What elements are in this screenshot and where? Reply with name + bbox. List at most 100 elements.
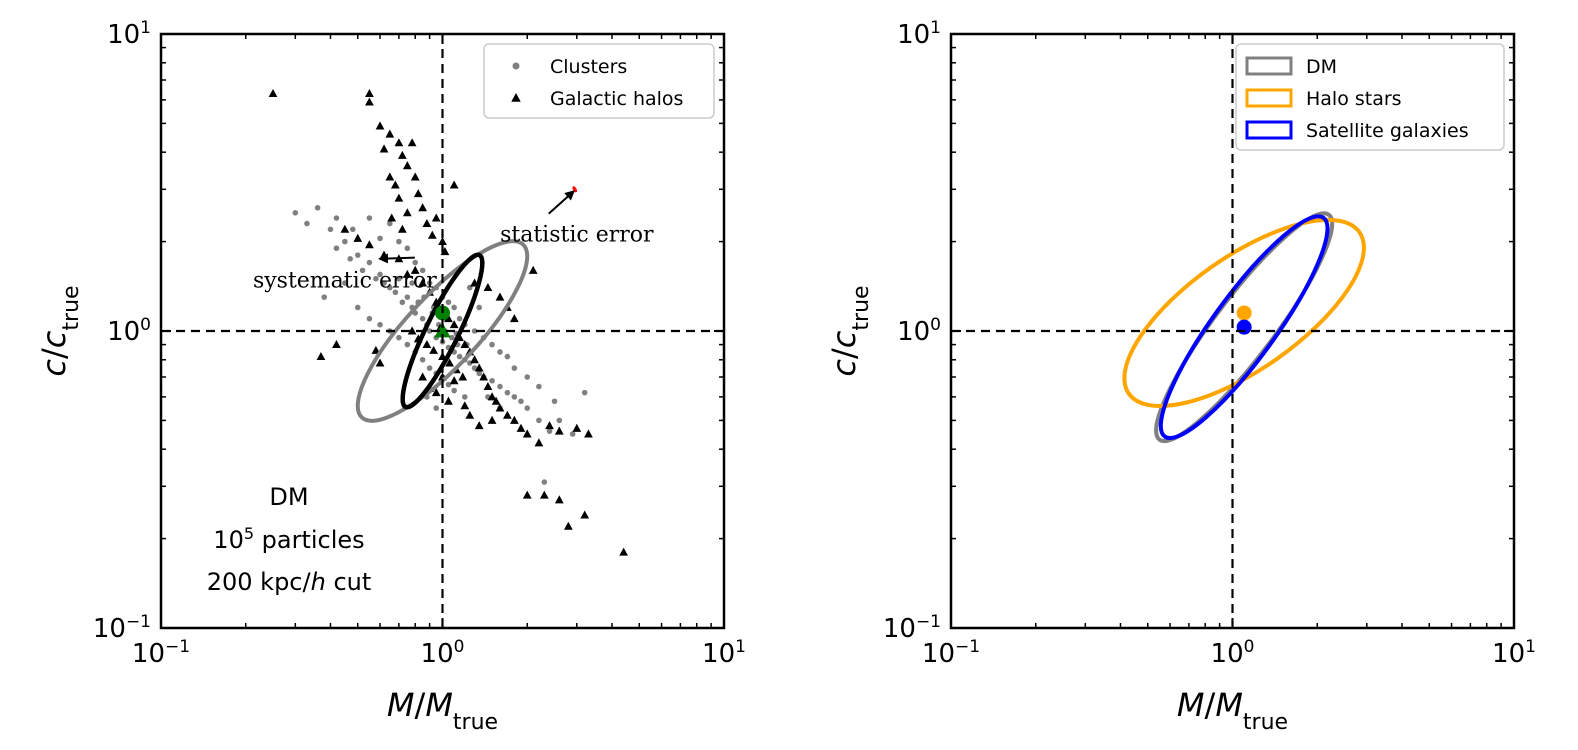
galactic-halo-point (509, 314, 519, 323)
x-label-numerator: M (387, 686, 415, 724)
left-plot-frame (159, 32, 726, 630)
galactic-halo-point (554, 426, 564, 435)
galactic-halo-point (340, 224, 350, 233)
right-legend-label-0: DM (1306, 56, 1337, 78)
galactic-halo-point (353, 233, 363, 242)
left-y-tick-label-base: 10 (107, 20, 140, 50)
galactic-halo-point (516, 423, 526, 432)
left-y-tick-label: 101 (107, 18, 151, 50)
systematic-error-arrow (378, 253, 415, 264)
cluster-point (445, 299, 452, 306)
right-y-tick-label-exp: −1 (916, 612, 941, 632)
cluster-point (536, 383, 542, 390)
y-label-numerator: c (825, 359, 863, 377)
note-particles-text: particles (254, 526, 365, 554)
galactic-halo-point (619, 547, 629, 556)
cluster-point (504, 389, 511, 396)
right-legend: DM Halo stars Satellite galaxies (1235, 43, 1505, 151)
galactic-halo-point (522, 429, 532, 438)
galactic-halo-point (495, 403, 505, 412)
galactic-halo-point (584, 429, 593, 438)
statistic-error-ellipse (572, 186, 578, 193)
cluster-point (349, 226, 356, 233)
galactic-halo-point (375, 121, 385, 130)
galactic-halo-point (332, 339, 341, 349)
galactic-halo-point (474, 421, 484, 430)
satellite-galaxies-mean-marker (1236, 319, 1252, 335)
cluster-point (419, 356, 426, 363)
cluster-point (392, 289, 399, 296)
halo-stars-ellipse (1122, 217, 1366, 409)
right-y-tick-label: 10−1 (883, 612, 941, 644)
galactic-halo-point (572, 423, 582, 432)
cluster-point (396, 334, 402, 341)
y-label-numerator: c (35, 359, 73, 377)
galactic-halo-point (449, 180, 459, 189)
mean-triangle-marker (434, 322, 451, 338)
left-x-tick-label: 10−1 (132, 637, 190, 669)
cluster-point (347, 256, 353, 262)
galactic-halo-point (413, 189, 423, 198)
cluster-point (404, 245, 411, 252)
cluster-point (489, 341, 495, 348)
galactic-halo-point (410, 172, 420, 181)
galactic-halo-point (460, 339, 470, 349)
cluster-point (461, 394, 468, 400)
galactic-halo-point (429, 345, 438, 354)
cluster-point (489, 377, 495, 384)
galactic-halo-point (397, 150, 407, 159)
galactic-halo-point (379, 144, 389, 153)
galactic-halo-point (418, 203, 428, 212)
cluster-point (504, 353, 511, 360)
galactic-halo-point (365, 240, 374, 249)
cluster-point (373, 275, 379, 282)
right-x-tick-label: 101 (1492, 637, 1536, 669)
galactic-halo-point (470, 355, 479, 364)
galactic-halo-point (397, 224, 407, 233)
galactic-halo-point (438, 236, 447, 246)
y-label-denominator: c (35, 330, 73, 348)
left-plot-area (268, 88, 629, 556)
x-label-denominator: M (425, 686, 453, 724)
cluster-point (445, 381, 452, 388)
cluster-point (426, 365, 433, 371)
galactic-halo-point (365, 97, 374, 106)
right-y-tick-label-base: 10 (897, 20, 930, 50)
cluster-point (404, 294, 411, 300)
note-line-cut: 200 kpc/h cut (207, 568, 372, 596)
cluster-point (497, 349, 503, 355)
galactic-halo-point (427, 230, 437, 239)
note-line-dm: DM (269, 483, 308, 511)
galactic-halo-point (385, 172, 395, 181)
galactic-halo-point (422, 339, 432, 349)
right-x-tick-label: 10−1 (922, 637, 980, 669)
left-x-tick-label-base: 10 (702, 639, 735, 669)
cluster-point (426, 280, 433, 286)
galactic-halo-point (539, 490, 549, 499)
left-x-tick-label-exp: −1 (165, 637, 190, 657)
right-y-tick-label-base: 10 (883, 614, 916, 644)
cluster-point (366, 259, 373, 266)
left-y-tick-label: 10−1 (93, 612, 151, 644)
y-label-subscript: true (59, 285, 84, 330)
cluster-point (399, 299, 406, 306)
cluster-point (396, 275, 402, 282)
left-x-tick-label-exp: 0 (454, 637, 465, 657)
left-x-tick-label: 101 (702, 637, 746, 669)
cluster-point (581, 389, 588, 396)
cluster-point (387, 284, 393, 291)
right-x-tick-label-base: 10 (1492, 639, 1525, 669)
galactic-halo-point (444, 396, 453, 405)
galactic-halo-point (394, 193, 404, 202)
cluster-point (451, 387, 457, 394)
statistic-error-label: statistic error (500, 223, 654, 248)
statistic-error-arrow (548, 190, 575, 215)
cluster-point (524, 374, 531, 380)
halo-stars-mean-marker (1236, 305, 1252, 321)
galactic-halo-point (479, 372, 489, 381)
cluster-point (524, 405, 531, 411)
galactic-halo-point (385, 129, 395, 138)
right-y-tick-label: 100 (897, 315, 941, 347)
cluster-point (321, 294, 328, 300)
right-y-tick-label-exp: 0 (930, 315, 941, 335)
